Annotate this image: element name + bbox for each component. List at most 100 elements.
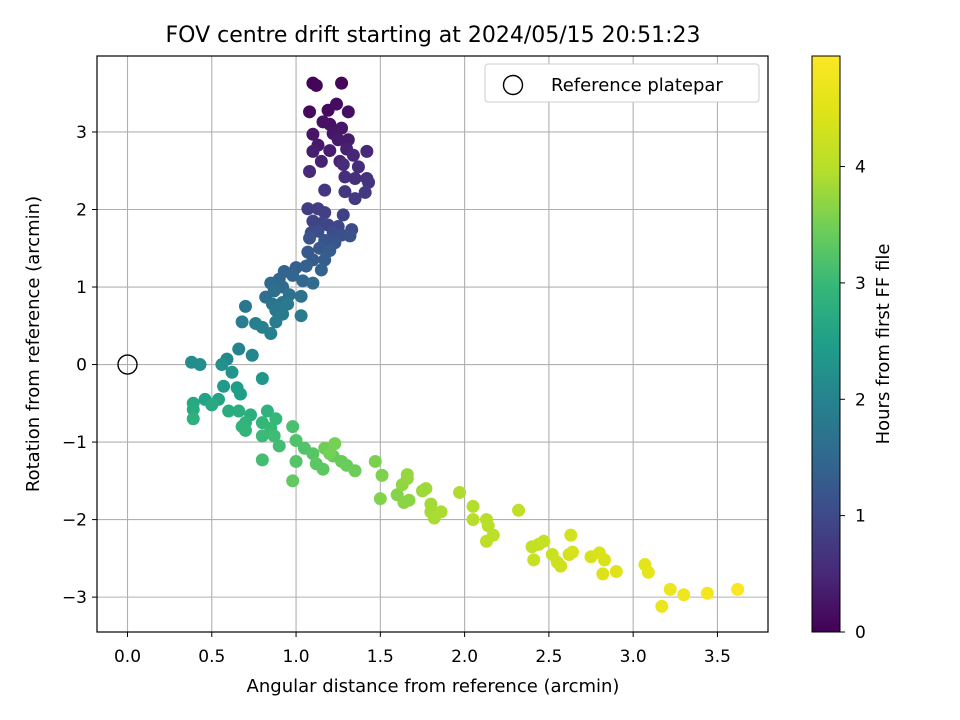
data-point [318,206,332,220]
data-point [336,158,350,172]
y-tick-label: 1 [76,278,87,298]
data-point [419,482,433,496]
data-point [303,231,317,245]
data-point [402,493,416,507]
colorbar-tick-label: 2 [855,390,866,410]
x-axis-ticks: 0.0 0.5 1.0 1.5 2.0 2.5 3.0 3.5 [114,632,731,667]
colorbar-ticks: 0 1 2 3 4 [840,158,866,643]
data-point [306,276,320,290]
data-point [255,371,269,385]
x-tick-label: 1.5 [367,647,394,667]
x-axis-label: Angular distance from reference (arcmin) [247,676,620,697]
data-point [267,284,281,298]
data-point [641,565,655,579]
data-point [217,379,231,393]
y-tick-label: −3 [62,588,87,608]
data-point [289,434,303,448]
data-point [233,387,247,401]
x-tick-label: 2.0 [451,647,478,667]
data-point [368,454,382,468]
data-point [554,559,568,573]
data-point [731,582,745,596]
data-point [260,404,274,418]
data-point [348,192,362,206]
data-point [700,586,714,600]
data-point [269,315,283,329]
colorbar-tick-label: 4 [855,158,866,178]
data-point [331,133,345,147]
data-point [338,170,352,184]
data-point [318,183,332,197]
data-point [318,253,332,267]
data-point [453,485,467,499]
data-point [205,398,219,412]
data-point [309,78,323,92]
data-point [286,420,300,434]
data-point [225,365,239,379]
x-tick-label: 2.5 [535,647,562,667]
data-point [527,553,541,567]
data-point [294,309,308,323]
data-point [186,412,200,426]
data-point [238,299,252,313]
data-point [341,105,355,119]
data-point [193,358,207,372]
data-point [512,503,526,517]
x-tick-label: 0.0 [114,647,141,667]
data-point [306,127,320,141]
data-point [215,358,229,372]
data-point [596,567,610,581]
y-axis-label: Rotation from reference (arcmin) [23,196,44,492]
data-point [343,229,357,243]
data-point [286,268,300,282]
data-point [335,121,349,135]
data-point [564,528,578,542]
y-tick-label: 2 [76,200,87,220]
data-point [316,462,330,476]
data-point [289,454,303,468]
data-point [272,439,286,453]
data-point [232,342,246,356]
data-point [255,429,269,443]
data-point [314,263,328,277]
legend-label: Reference platepar [551,75,723,96]
data-point [565,545,579,559]
data-point [677,588,691,602]
data-point [294,289,308,303]
data-point [255,453,269,467]
data-point [267,429,281,443]
colorbar-tick-label: 0 [855,623,866,643]
data-point [306,447,320,461]
data-point [358,185,372,199]
data-point [286,474,300,488]
data-point [400,468,414,482]
y-tick-label: 0 [76,356,87,376]
data-point [351,160,365,174]
data-point [335,76,349,90]
data-point [313,241,327,255]
data-point [328,437,342,451]
data-point [222,404,236,418]
plot-area-frame [96,55,769,633]
data-point [323,144,337,158]
data-point [537,534,551,548]
data-point [362,175,376,189]
y-axis-ticks: −3 −2 −1 0 1 2 3 [62,123,97,608]
colorbar-tick-label: 1 [855,507,866,527]
data-point [360,144,374,158]
data-point [598,553,612,567]
data-point [314,154,328,168]
data-point [434,505,448,519]
data-point [348,171,362,185]
data-point [264,327,278,341]
data-point [348,464,362,478]
data-point [323,447,337,461]
data-point [296,274,310,288]
data-point [299,259,313,273]
legend-box [484,63,760,103]
data-point [466,499,480,513]
colorbar-tick-label: 3 [855,274,866,294]
reference-platepar-marker [117,354,138,375]
x-tick-label: 0.5 [198,647,225,667]
